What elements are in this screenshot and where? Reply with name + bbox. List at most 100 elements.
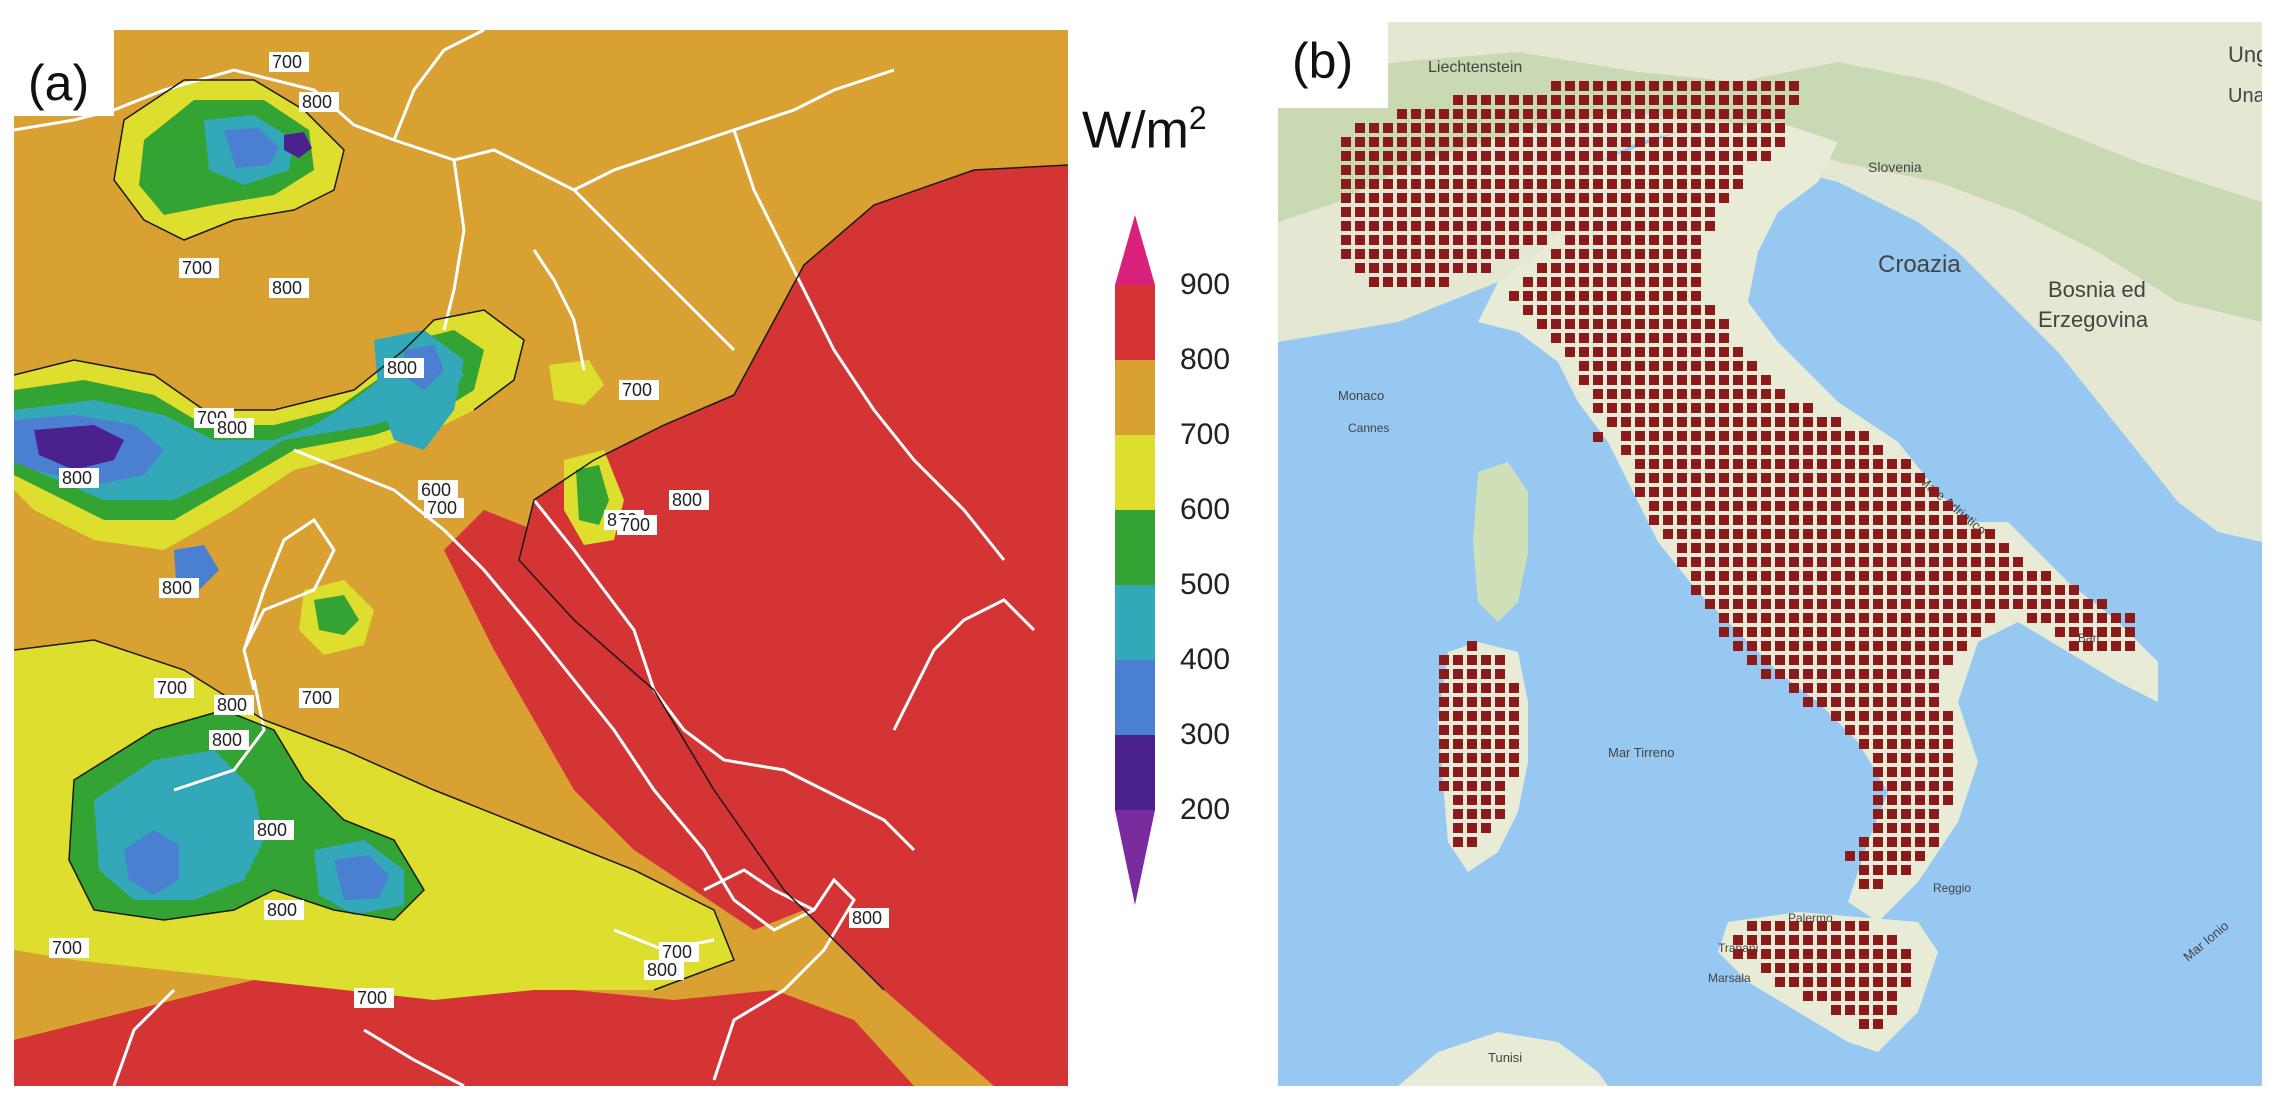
grid-point — [1467, 641, 1477, 651]
grid-point — [1901, 809, 1911, 819]
grid-point — [1579, 347, 1589, 357]
grid-point — [1859, 445, 1869, 455]
grid-point — [1481, 683, 1491, 693]
grid-point — [1439, 725, 1449, 735]
grid-point — [1733, 361, 1743, 371]
grid-point — [1705, 557, 1715, 567]
grid-point-map: Liechtenstein Slovenia Croazia Bosnia ed… — [1278, 22, 2262, 1086]
grid-point — [1607, 95, 1617, 105]
grid-point — [1593, 291, 1603, 301]
grid-point — [1915, 501, 1925, 511]
grid-point — [1803, 501, 1813, 511]
colorbar-tick-label: 500 — [1180, 568, 1231, 601]
grid-point — [1817, 501, 1827, 511]
grid-point — [1789, 431, 1799, 441]
grid-point — [1733, 949, 1743, 959]
grid-point — [1761, 389, 1771, 399]
grid-point — [1509, 711, 1519, 721]
grid-point — [1383, 277, 1393, 287]
grid-point — [1831, 473, 1841, 483]
grid-point — [1593, 207, 1603, 217]
grid-point — [1551, 179, 1561, 189]
grid-point — [1551, 151, 1561, 161]
grid-point — [1649, 277, 1659, 287]
grid-point — [1551, 291, 1561, 301]
grid-point — [1663, 109, 1673, 119]
grid-point — [1705, 585, 1715, 595]
grid-point — [1607, 165, 1617, 175]
grid-point — [1425, 207, 1435, 217]
grid-point — [1397, 165, 1407, 175]
grid-point — [1831, 529, 1841, 539]
grid-point — [1439, 109, 1449, 119]
grid-point — [1873, 613, 1883, 623]
grid-point — [1943, 515, 1953, 525]
grid-point — [1537, 291, 1547, 301]
grid-point — [2083, 627, 2093, 637]
grid-point — [1887, 809, 1897, 819]
grid-point — [1593, 165, 1603, 175]
grid-point — [1565, 305, 1575, 315]
grid-point — [1873, 781, 1883, 791]
grid-point — [1439, 263, 1449, 273]
contour-label: 700 — [272, 52, 302, 72]
grid-point — [1453, 109, 1463, 119]
grid-point — [1901, 753, 1911, 763]
colorbar-segment — [1115, 810, 1155, 905]
grid-point — [1495, 809, 1505, 819]
grid-point — [1607, 81, 1617, 91]
grid-point — [1467, 725, 1477, 735]
grid-point — [1915, 795, 1925, 805]
grid-point — [1579, 333, 1589, 343]
grid-point — [1649, 389, 1659, 399]
grid-point — [1957, 543, 1967, 553]
grid-point — [2027, 585, 2037, 595]
grid-point — [1733, 109, 1743, 119]
grid-point — [1481, 151, 1491, 161]
grid-point — [1551, 193, 1561, 203]
grid-point — [1901, 823, 1911, 833]
grid-point — [1663, 137, 1673, 147]
grid-point — [1649, 235, 1659, 245]
grid-point — [1733, 179, 1743, 189]
grid-point — [1789, 81, 1799, 91]
colorbar-unit: W/m2 — [1082, 100, 1207, 160]
grid-point — [1789, 417, 1799, 427]
grid-point — [1803, 487, 1813, 497]
grid-point — [1747, 389, 1757, 399]
grid-point — [1817, 627, 1827, 637]
grid-point — [1691, 543, 1701, 553]
grid-point — [1719, 599, 1729, 609]
grid-point — [1929, 683, 1939, 693]
grid-point — [1439, 683, 1449, 693]
grid-point — [1523, 179, 1533, 189]
grid-point — [1719, 473, 1729, 483]
grid-point — [1439, 207, 1449, 217]
grid-point — [1831, 417, 1841, 427]
contour-region-red-tyrrhenian — [444, 510, 804, 930]
grid-point — [1775, 949, 1785, 959]
grid-point — [1873, 851, 1883, 861]
grid-point — [1789, 529, 1799, 539]
grid-point — [1509, 683, 1519, 693]
grid-point — [1747, 501, 1757, 511]
grid-point — [1845, 473, 1855, 483]
grid-point — [2111, 613, 2121, 623]
grid-point — [1411, 249, 1421, 259]
grid-point — [1495, 697, 1505, 707]
grid-point — [1705, 543, 1715, 553]
grid-point — [1817, 977, 1827, 987]
grid-point — [1845, 557, 1855, 567]
grid-point — [1621, 179, 1631, 189]
grid-point — [1887, 641, 1897, 651]
colorbar — [1115, 215, 1155, 905]
grid-point — [1789, 655, 1799, 665]
grid-point — [1607, 277, 1617, 287]
grid-point — [1467, 95, 1477, 105]
grid-point — [1495, 711, 1505, 721]
grid-point — [1565, 263, 1575, 273]
grid-point — [1565, 123, 1575, 133]
grid-point — [1467, 179, 1477, 189]
contour-region-yellow-small1 — [549, 360, 604, 405]
grid-point — [1565, 137, 1575, 147]
